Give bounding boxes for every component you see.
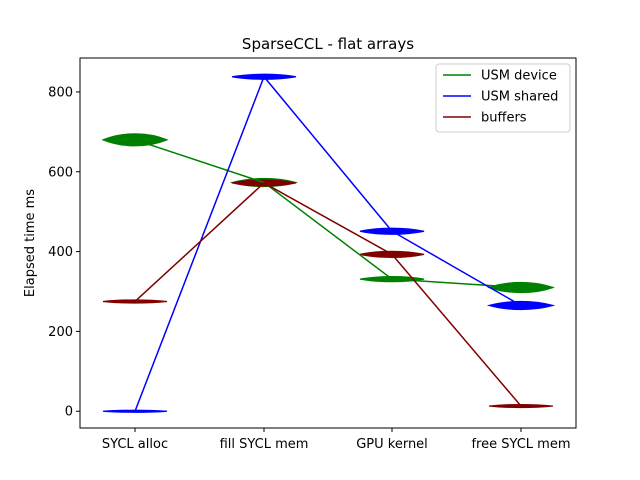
legend-label-buffers: buffers [481,111,527,126]
y-tick-label: 600 [48,165,73,180]
point-buffers-sycl-alloc [134,300,136,303]
point-buffers-gpu-kernel [391,253,393,256]
x-tick-label-free-sycl-mem: free SYCL mem [471,437,570,452]
series-line-usm-shared [134,75,522,412]
chart-title: SparseCCL - flat arrays [242,35,414,53]
point-buffers-fill-sycl-mem [263,182,265,184]
y-tick-label: 800 [48,85,73,100]
point-usm-shared-fill-sycl-mem [263,75,265,78]
legend-box [435,63,571,133]
point-usm-device-gpu-kernel [391,278,393,280]
point-usm-device-sycl-alloc [134,139,136,141]
legend: USM device USM shared buffers [435,63,571,133]
x-tick-label-gpu-kernel: GPU kernel [356,437,428,452]
y-axis-label: Elapsed time ms [23,189,38,297]
legend-label-usm-device: USM device [481,69,557,84]
x-tick-label-sycl-alloc: SYCL alloc [102,437,168,452]
point-usm-shared-sycl-alloc [134,410,136,413]
point-buffers-free-sycl-mem [520,405,522,407]
point-usm-shared-gpu-kernel [391,230,393,233]
x-axis-ticks: SYCL alloc fill SYCL mem GPU kernel free SY… [102,428,571,452]
legend-label-usm-shared: USM shared [481,90,558,105]
series-line-usm-device [134,139,522,289]
y-tick-label: 0 [65,405,73,420]
point-usm-shared-free-sycl-mem [520,304,522,307]
axes [79,57,577,429]
series-line-buffers [134,182,522,407]
y-tick-label: 200 [48,325,73,340]
y-tick-label: 400 [48,245,73,260]
plot-frame [79,57,577,429]
point-usm-device-free-sycl-mem [520,286,522,289]
x-tick-label-fill-sycl-mem: fill SYCL mem [220,437,309,452]
y-axis-ticks: 0 200 400 600 800 [48,85,80,420]
series-lines [134,75,522,413]
